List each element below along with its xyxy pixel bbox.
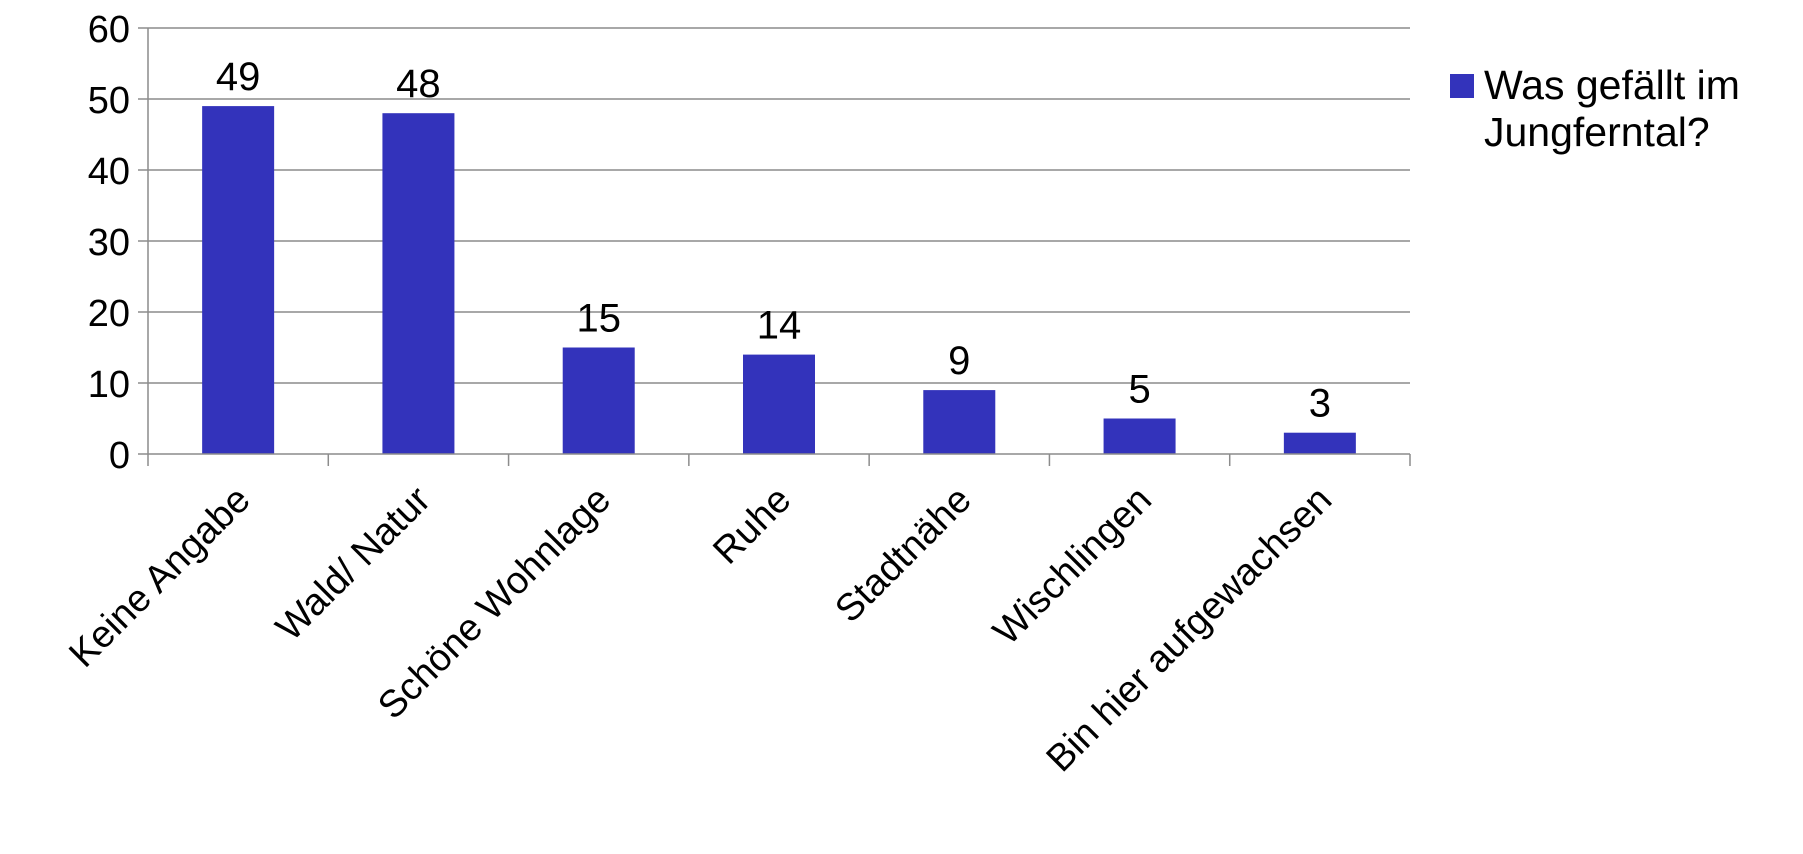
bar [1103,418,1176,454]
y-tick-label: 50 [88,80,130,122]
y-tick-label: 20 [88,293,130,335]
bar [202,106,275,454]
data-label: 49 [216,55,261,99]
y-tick-label: 10 [88,364,130,406]
y-tick-label: 60 [88,9,130,51]
gridlines [148,27,1410,384]
y-tick-label: 0 [109,435,130,477]
bar [1283,432,1356,454]
data-label: 15 [576,297,621,341]
legend: Was gefällt im Jungferntal? [1450,62,1800,156]
bar [923,390,996,454]
y-tick-label: 30 [88,222,130,264]
y-tick-label: 40 [88,151,130,193]
category-label: Wald/ Natur [268,478,439,649]
category-label: Keine Angabe [61,479,258,676]
bar [743,354,815,454]
data-label: 14 [757,304,802,348]
legend-swatch [1450,74,1474,98]
category-label: Wischlingen [985,479,1160,654]
data-label: 48 [396,62,441,106]
data-label: 3 [1309,382,1331,426]
y-tick-labels: 0 10 20 30 40 50 60 [88,9,130,477]
category-label: Stadtnähe [827,479,979,631]
category-label: Ruhe [705,479,799,573]
bar [382,113,455,454]
axes [138,27,1411,466]
legend-label: Was gefällt im Jungferntal? [1484,62,1740,155]
bar [562,347,635,454]
bars [202,106,1356,454]
data-label: 9 [948,339,970,383]
data-labels: 49 48 15 14 9 5 3 [216,55,1331,426]
data-label: 5 [1128,368,1150,412]
